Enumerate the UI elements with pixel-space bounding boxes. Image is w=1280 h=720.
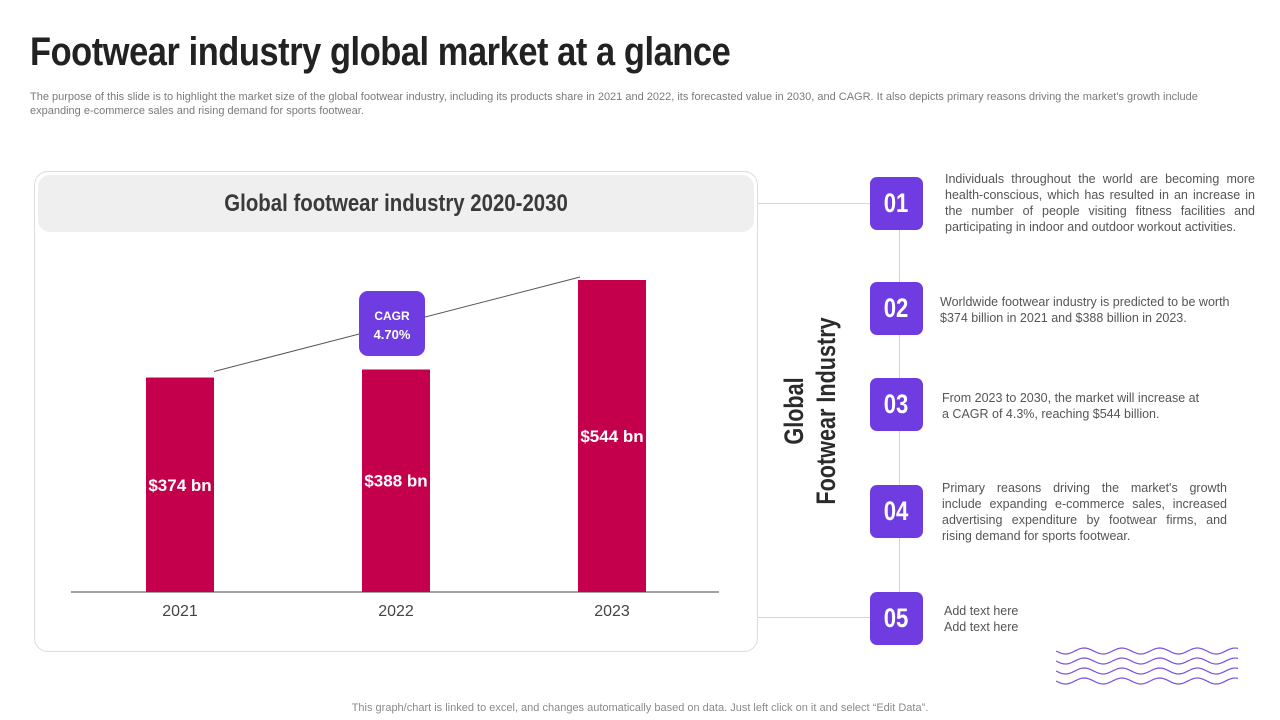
- point-number-text: 05: [884, 603, 909, 633]
- point-number-03: 03: [870, 378, 923, 431]
- x-tick-label-2021: 2021: [162, 603, 198, 620]
- side-label-line1: Global: [779, 377, 809, 445]
- connector-top: [758, 203, 870, 204]
- point-text-05: Add text here Add text here: [944, 604, 1019, 634]
- point-text-04: Primary reasons driving the market's gro…: [942, 481, 1227, 543]
- point-number-01: 01: [870, 177, 923, 230]
- bar-2022: [362, 369, 430, 592]
- data-label-2021: $374 bn: [148, 476, 211, 495]
- bar-2023: [578, 280, 646, 592]
- side-label-line2: Footwear Industry: [811, 317, 841, 505]
- bar-2021: [146, 377, 214, 592]
- x-tick-label-2022: 2022: [378, 603, 414, 620]
- point-number-text: 03: [884, 389, 909, 419]
- point-number-04: 04: [870, 485, 923, 538]
- point-number-text: 02: [884, 293, 909, 323]
- wave-decoration: [1056, 647, 1238, 685]
- side-label: Global Footwear Industry: [770, 291, 850, 531]
- cagr-value: 4.70%: [374, 327, 411, 342]
- chart-title: Global footwear industry 2020-2030: [38, 175, 754, 232]
- point-number-text: 01: [884, 188, 909, 218]
- data-label-2023: $544 bn: [580, 427, 643, 446]
- connector-bottom: [758, 617, 870, 618]
- point-number-05: 05: [870, 592, 923, 645]
- footer-note: This graph/chart is linked to excel, and…: [351, 702, 929, 714]
- point-text-01: Individuals throughout the world are bec…: [945, 172, 1255, 234]
- cagr-label: CAGR: [374, 309, 410, 323]
- chart-title-text: Global footwear industry 2020-2030: [224, 189, 568, 217]
- chart-header: Global footwear industry 2020-2030: [38, 175, 754, 232]
- data-label-2022: $388 bn: [364, 472, 427, 491]
- point-number-text: 04: [884, 496, 909, 526]
- cagr-badge: [359, 291, 425, 356]
- point-text-03: From 2023 to 2030, the market will incre…: [942, 391, 1200, 421]
- page-title: Footwear industry global market at a gla…: [30, 30, 731, 74]
- point-text-02: Worldwide footwear industry is predicted…: [940, 295, 1230, 325]
- page-subtitle: The purpose of this slide is to highligh…: [30, 91, 1198, 117]
- point-number-02: 02: [870, 282, 923, 335]
- x-tick-label-2023: 2023: [594, 603, 630, 620]
